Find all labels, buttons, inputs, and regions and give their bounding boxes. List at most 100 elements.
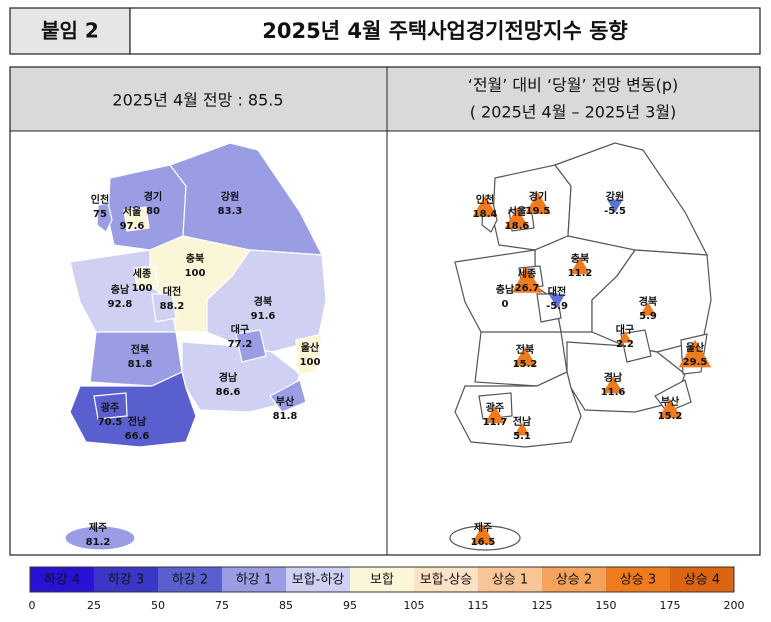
- change-arrow: [513, 346, 537, 366]
- region-name: 충북: [571, 252, 589, 265]
- region-name: 광주: [101, 402, 119, 414]
- change-arrow: [484, 405, 506, 424]
- region-name: 대전: [548, 285, 566, 298]
- right-heading: ( 2025년 4월 – 2025년 3월): [470, 103, 677, 122]
- tag: 붙임 2: [41, 19, 99, 43]
- region-name: 광주: [486, 402, 504, 414]
- region-name: 경북: [639, 295, 657, 308]
- region-name: 세종: [518, 267, 536, 280]
- legend-swatch: [542, 567, 606, 592]
- region-value: 16.5: [471, 537, 496, 548]
- region: [96, 202, 113, 233]
- region-value: 97.6: [120, 221, 145, 232]
- legend-label: 상승 2: [556, 573, 592, 588]
- region: [123, 206, 150, 232]
- legend-swatch: [478, 567, 542, 592]
- legend-label: 상승 3: [620, 573, 656, 588]
- region-value: 81.8: [128, 359, 153, 370]
- region-value: 15.2: [513, 359, 538, 370]
- region-name: 경남: [219, 371, 238, 384]
- region: [478, 392, 513, 420]
- region-name: 경기: [529, 190, 547, 203]
- left-heading: 2025년 4월 전망 : 85.5: [112, 91, 283, 110]
- outlook-map: 인천 75 서울 97.6 경기 80 강원 83.3 충북 100 세종 100 대전 88.2 충남 92…: [64, 142, 327, 551]
- region-name: 서울: [508, 205, 526, 218]
- region-value: 83.3: [218, 206, 243, 217]
- region-name: 제주: [89, 521, 107, 534]
- legend-label: 하강 1: [236, 573, 272, 588]
- legend: 하강 4 하강 3 하강 2 하강 1 보합-하강 보합 보합-상승 상승 1 상승 2 상승 3…: [29, 566, 745, 612]
- legend-label: 하강 3: [108, 573, 144, 588]
- legend-tick: 0: [29, 599, 36, 612]
- region-value: -5.9: [546, 301, 568, 312]
- region: [69, 371, 197, 448]
- region: [654, 379, 692, 413]
- legend-tick: 175: [660, 599, 681, 612]
- change-arrow: [511, 266, 543, 293]
- region-name: 제주: [474, 521, 492, 534]
- legend-swatch: [606, 567, 670, 592]
- legend-tick: 85: [279, 599, 293, 612]
- region-value: 88.2: [160, 301, 185, 312]
- region-value: 29.5: [683, 357, 708, 368]
- region-value: -5.5: [604, 206, 626, 217]
- region-value: 70.5: [98, 417, 123, 428]
- region-name: 강원: [221, 190, 239, 203]
- legend-swatch: [158, 567, 222, 592]
- region-value: 11.2: [568, 268, 593, 279]
- region-value: 2.2: [616, 339, 634, 350]
- change-arrow: [504, 207, 530, 229]
- region-name: 대전: [163, 285, 181, 298]
- region-value: 100: [185, 268, 206, 279]
- region-value: 5.1: [513, 431, 531, 442]
- legend-label: 보합-상승: [420, 573, 473, 588]
- region-value: 18.6: [505, 221, 530, 232]
- legend-tick: 105: [404, 599, 425, 612]
- legend-tick: 115: [468, 599, 489, 612]
- region-value: 80: [146, 206, 160, 217]
- legend-tick: 150: [596, 599, 617, 612]
- region-value: 11.7: [483, 417, 508, 428]
- region-value: 11.6: [601, 387, 626, 398]
- legend-tick: 25: [87, 599, 101, 612]
- region-value: 81.8: [273, 411, 298, 422]
- region-value: 91.6: [251, 311, 276, 322]
- legend-swatch: [670, 567, 734, 592]
- region-value: 19.5: [526, 206, 551, 217]
- change-arrow: [548, 294, 566, 309]
- region-value: 100: [300, 357, 321, 368]
- region-name: 충남: [111, 283, 130, 296]
- legend-label: 하강 4: [44, 573, 80, 588]
- region: [269, 379, 307, 413]
- region-value: 86.6: [216, 387, 241, 398]
- region-name: 충북: [186, 252, 204, 265]
- region-name: 전북: [131, 343, 149, 356]
- region-name: 경북: [254, 295, 272, 308]
- region-name: 울산: [686, 341, 705, 354]
- region-name: 충남: [496, 283, 515, 296]
- change-map: 인천 18.4 서울 18.6 경기 19.5 강원 -5.5 충북 11.2 세종 26.7 대전 -5…: [449, 142, 712, 551]
- region-value: 26.7: [515, 283, 540, 294]
- region-value: 15.2: [658, 411, 683, 422]
- region-value: 66.6: [125, 431, 150, 442]
- region-value: 100: [132, 283, 153, 294]
- change-arrow: [658, 398, 682, 418]
- change-arrow: [472, 195, 498, 217]
- tag-box: [9, 7, 131, 55]
- change-arrow: [525, 192, 551, 214]
- legend-tick: 200: [724, 599, 745, 612]
- region: [235, 329, 267, 363]
- region: [93, 392, 128, 420]
- region-name: 서울: [123, 205, 141, 218]
- change-arrow: [618, 331, 632, 343]
- region-name: 부산: [661, 395, 680, 408]
- region: [133, 265, 159, 289]
- change-arrow: [678, 339, 712, 368]
- title-box: [129, 7, 761, 55]
- region: [454, 371, 582, 448]
- region-name: 전남: [128, 415, 147, 428]
- region-name: 강원: [606, 190, 624, 203]
- legend-label: 보합-하강: [292, 573, 345, 588]
- change-arrow: [570, 257, 590, 274]
